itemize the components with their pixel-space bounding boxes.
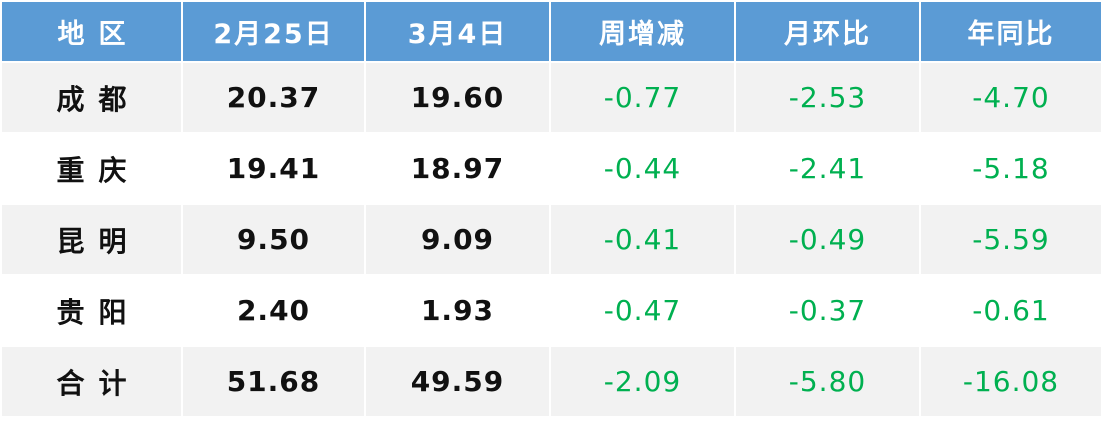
table-row: 昆明 9.50 9.09 -0.41 -0.49 -5.59: [0, 203, 1103, 276]
header-mar4: 3月4日: [364, 0, 551, 63]
cell-feb25: 51.68: [181, 345, 366, 418]
table-row: 合计 51.68 49.59 -2.09 -5.80 -16.08: [0, 345, 1103, 418]
cell-region: 昆明: [0, 203, 183, 276]
cell-weekly: -0.77: [549, 61, 736, 134]
table-row: 贵阳 2.40 1.93 -0.47 -0.37 -0.61: [0, 274, 1103, 347]
header-yoy: 年同比: [919, 0, 1103, 63]
cell-feb25: 2.40: [181, 274, 366, 347]
cell-mar4: 9.09: [364, 203, 551, 276]
cell-region: 合计: [0, 345, 183, 418]
cell-yoy: -0.61: [919, 274, 1103, 347]
cell-yoy: -5.18: [919, 132, 1103, 205]
cell-yoy: -4.70: [919, 61, 1103, 134]
cell-yoy: -5.59: [919, 203, 1103, 276]
cell-feb25: 19.41: [181, 132, 366, 205]
cell-mom: -2.41: [734, 132, 921, 205]
cell-region: 贵阳: [0, 274, 183, 347]
cell-weekly: -0.44: [549, 132, 736, 205]
cell-feb25: 9.50: [181, 203, 366, 276]
cell-yoy: -16.08: [919, 345, 1103, 418]
cell-region: 成都: [0, 61, 183, 134]
cell-mom: -2.53: [734, 61, 921, 134]
header-weekly-change: 周增减: [549, 0, 736, 63]
cell-feb25: 20.37: [181, 61, 366, 134]
cell-mar4: 18.97: [364, 132, 551, 205]
cell-weekly: -0.41: [549, 203, 736, 276]
cell-weekly: -0.47: [549, 274, 736, 347]
cell-weekly: -2.09: [549, 345, 736, 418]
cell-mom: -0.49: [734, 203, 921, 276]
header-row: 地区 2月25日 3月4日 周增减 月环比 年同比: [0, 0, 1103, 63]
cell-region: 重庆: [0, 132, 183, 205]
header-region: 地区: [0, 0, 183, 63]
cell-mom: -0.37: [734, 274, 921, 347]
table-row: 成都 20.37 19.60 -0.77 -2.53 -4.70: [0, 61, 1103, 134]
cell-mar4: 19.60: [364, 61, 551, 134]
cell-mar4: 49.59: [364, 345, 551, 418]
table-row: 重庆 19.41 18.97 -0.44 -2.41 -5.18: [0, 132, 1103, 205]
header-mom: 月环比: [734, 0, 921, 63]
cell-mar4: 1.93: [364, 274, 551, 347]
header-feb25: 2月25日: [181, 0, 366, 63]
cell-mom: -5.80: [734, 345, 921, 418]
